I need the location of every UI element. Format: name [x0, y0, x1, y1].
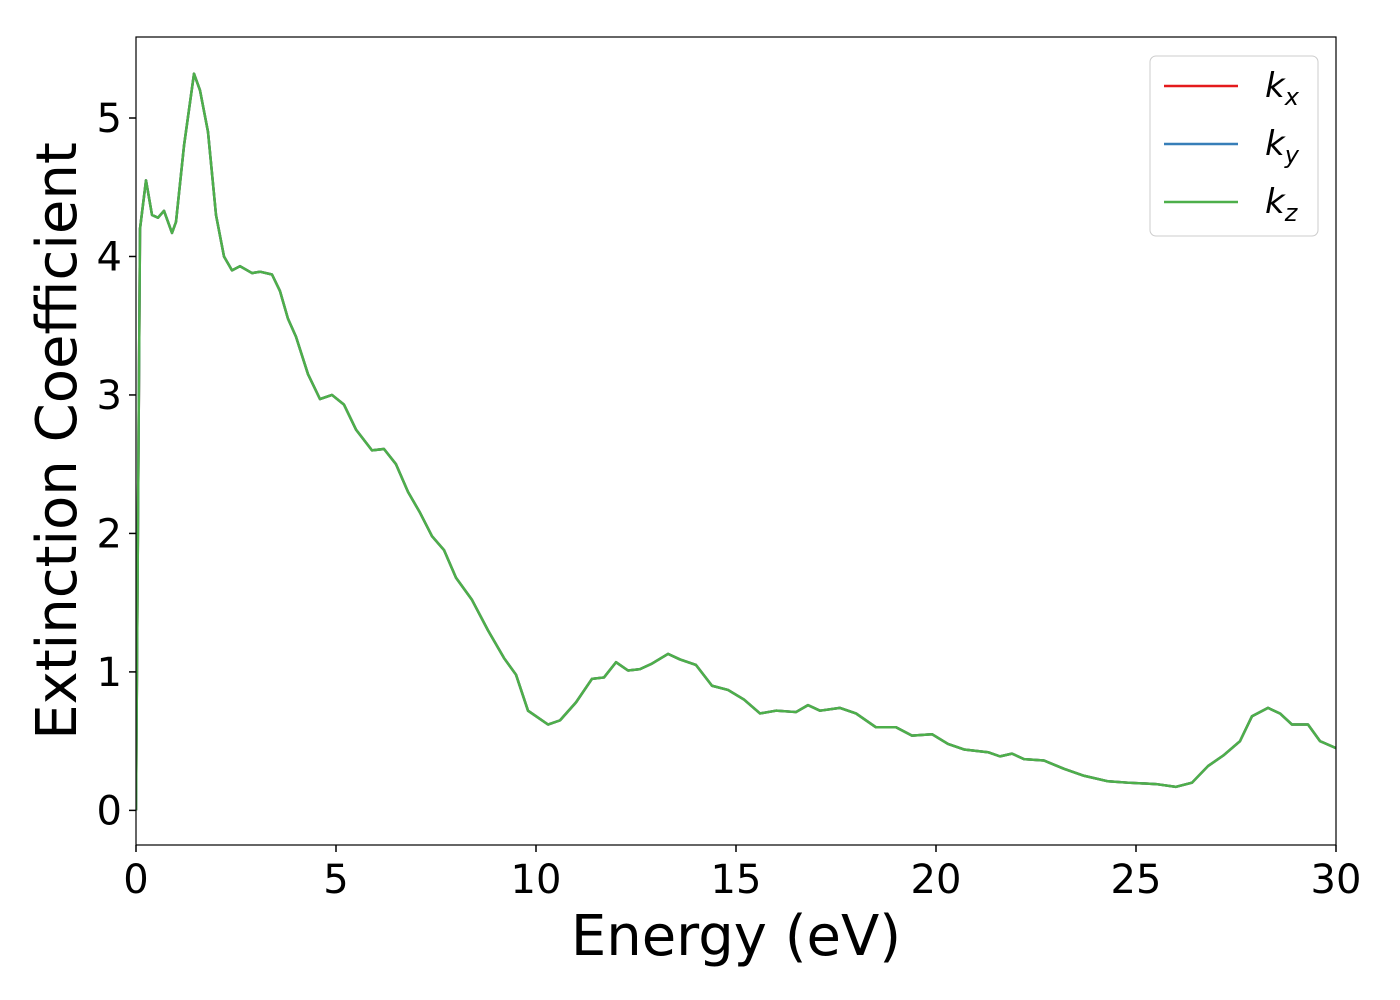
x-tick-label: 10 — [511, 857, 562, 903]
x-tick-label: 5 — [323, 857, 348, 903]
legend-label: ky — [1265, 124, 1300, 169]
legend: kx ky kz — [1149, 55, 1319, 237]
x-tick-label: 25 — [1111, 857, 1162, 903]
x-tick-label: 0 — [123, 857, 148, 903]
plot-frame — [135, 36, 1337, 846]
y-tick-label: 1 — [97, 650, 122, 696]
legend-box — [1149, 55, 1319, 237]
legend-label: kx — [1265, 66, 1300, 111]
y-tick-label: 5 — [97, 96, 122, 142]
y-axis-label: Extinction Coefficient — [25, 142, 90, 740]
x-tick-label: 30 — [1311, 857, 1362, 903]
y-tick-label: 0 — [97, 788, 122, 834]
y-tick-label: 4 — [97, 234, 122, 280]
data-line — [136, 72, 1336, 811]
x-tick-label: 15 — [711, 857, 762, 903]
y-tick-label: 2 — [97, 511, 122, 557]
y-tick-label: 3 — [97, 373, 122, 419]
x-axis-label: Energy (eV) — [571, 904, 901, 969]
x-tick-label: 20 — [911, 857, 962, 903]
legend-label: kz — [1265, 182, 1299, 227]
